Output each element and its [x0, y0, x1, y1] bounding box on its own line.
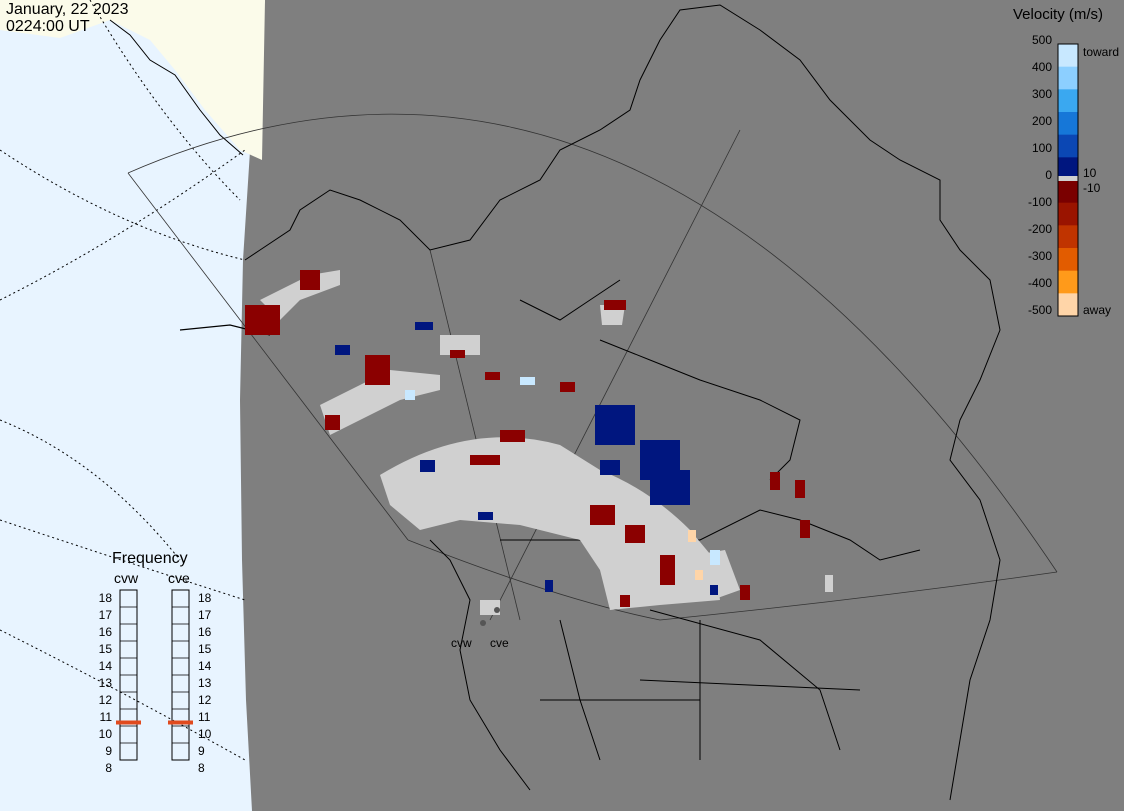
freq-tick-left: 15: [98, 642, 112, 656]
velocity-tick-label: -100: [1027, 195, 1052, 209]
velocity-colorbar-border: [1057, 43, 1079, 317]
scatter-away-light: [688, 530, 703, 580]
coastlines: [179, 4, 1001, 801]
freq-tick-right: 17: [198, 608, 212, 622]
radar-fov: [127, 113, 1058, 621]
daylight-land: [0, 0, 265, 160]
scatter-ionosphere: [260, 270, 833, 615]
velocity-colorbar-segment: [1058, 202, 1078, 226]
velocity-tick-label: 500: [1031, 33, 1052, 47]
freq-radar-cvw-label: cvw: [114, 570, 139, 586]
velocity-colorbar-segment: [1058, 293, 1078, 317]
alaska-coast: [109, 19, 244, 156]
radar-site-cve: [494, 607, 500, 613]
freq-tick-left: 14: [98, 659, 112, 673]
freq-tick-left: 9: [105, 744, 112, 758]
freq-radar-cve-label: cve: [168, 570, 190, 586]
freq-tick-right: 11: [198, 710, 211, 724]
velocity-colorbar: [1057, 43, 1079, 317]
freq-marker-cve: [168, 720, 193, 725]
velocity-tick-label: -300: [1027, 249, 1052, 263]
velocity-colorbar-segment: [1058, 89, 1078, 113]
velocity-tick-label: 400: [1031, 60, 1052, 74]
frequency-title: Frequency: [112, 550, 188, 567]
freq-tick-left: 13: [98, 676, 112, 690]
freq-tick-left: 10: [98, 727, 112, 741]
velocity-colorbar-segment: [1058, 180, 1078, 204]
graticule-dotted: [0, 0, 246, 761]
daylight-ocean: [0, 0, 265, 811]
freq-tick-right: 14: [198, 659, 212, 673]
radar-label-cve: cve: [490, 636, 509, 650]
radar-site-cvw: [480, 620, 486, 626]
velocity-colorbar-segment: [1058, 134, 1078, 158]
velocity-tick-label: 200: [1031, 114, 1052, 128]
velocity-colorbar-segment: [1058, 157, 1078, 181]
velocity-colorbar-segment: [1058, 270, 1078, 294]
scatter-away: [245, 270, 810, 607]
threshold-pos-label: 10: [1083, 166, 1097, 180]
time-label: 0224:00 UT: [6, 18, 90, 35]
freq-marker-cvw: [116, 720, 141, 725]
freq-tick-right: 10: [198, 727, 212, 741]
velocity-tick-label: 300: [1031, 87, 1052, 101]
freq-tick-left: 12: [98, 693, 112, 707]
velocity-colorbar-segment: [1058, 248, 1078, 272]
date-label: January, 22 2023: [6, 1, 129, 18]
toward-label: toward: [1083, 45, 1120, 59]
velocity-colorbar-segment: [1058, 44, 1078, 68]
velocity-colorbar-zero: [1058, 176, 1078, 181]
velocity-tick-label: -500: [1027, 303, 1052, 317]
freq-tick-left: 16: [98, 625, 112, 639]
velocity-tick-label: -400: [1027, 276, 1052, 290]
freq-tick-right: 12: [198, 693, 212, 707]
freq-tick-left: 18: [98, 591, 112, 605]
freq-tick-right: 13: [198, 676, 212, 690]
away-label: away: [1083, 303, 1112, 317]
scatter-toward-light: [405, 377, 720, 565]
radar-label-cvw: cvw: [451, 636, 472, 650]
freq-tick-right: 16: [198, 625, 212, 639]
freq-tick-right: 15: [198, 642, 212, 656]
threshold-neg-label: -10: [1083, 181, 1101, 195]
velocity-colorbar-segment: [1058, 112, 1078, 136]
radar-site-markers: [480, 607, 500, 626]
velocity-colorbar-segment: [1058, 66, 1078, 90]
freq-tick-right: 9: [198, 744, 205, 758]
freq-tick-left: 17: [98, 608, 112, 622]
freq-tick-left: 11: [99, 710, 112, 724]
velocity-tick-label: -200: [1027, 222, 1052, 236]
velocity-title: Velocity (m/s): [1013, 6, 1104, 23]
freq-tick-left: 8: [105, 761, 112, 775]
freq-tick-right: 18: [198, 591, 212, 605]
velocity-tick-label: 0: [1045, 168, 1052, 182]
velocity-tick-label: 100: [1031, 141, 1052, 155]
freq-tick-right: 8: [198, 761, 205, 775]
frequency-panel: [116, 589, 193, 761]
scatter-toward: [335, 322, 718, 595]
velocity-colorbar-segment: [1058, 225, 1078, 249]
